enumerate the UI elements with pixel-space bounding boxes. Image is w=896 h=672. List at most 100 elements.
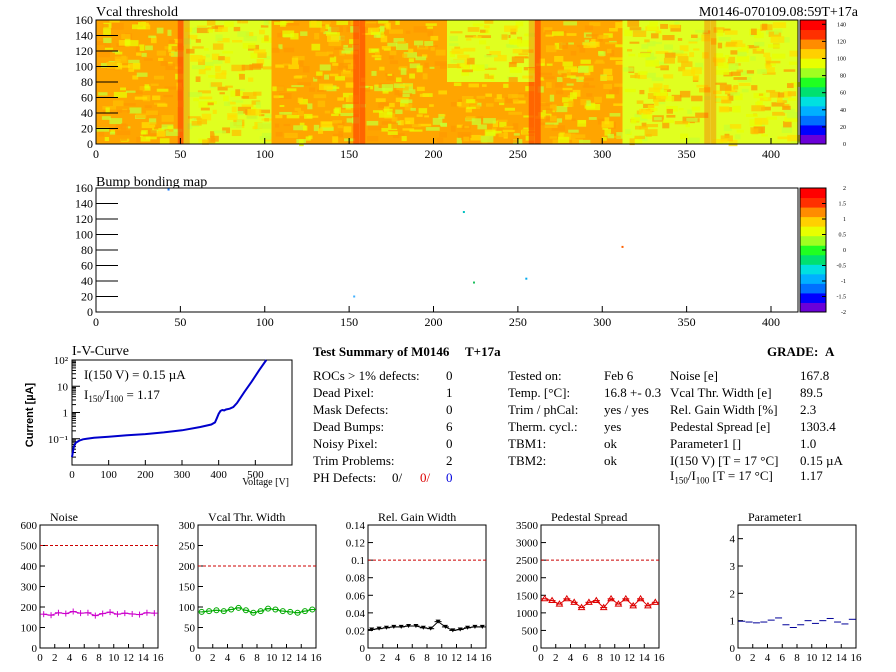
roc-ytick-label: 3 (730, 561, 736, 573)
roc-xtick-label: 8 (424, 652, 430, 664)
roc-xtick-label: 16 (481, 652, 493, 664)
vcal-xtick-label: 350 (678, 147, 696, 161)
iv-ytick-label: 1 (63, 408, 69, 420)
vcal-ytick-label: 140 (75, 29, 93, 43)
vcal-xtick-label: 0 (93, 147, 99, 161)
summary-left-label: Dead Pixel: (313, 385, 375, 400)
roc-ytick-label: 400 (21, 561, 38, 573)
summary-mid-label: Trim / phCal: (508, 402, 579, 417)
roc-xtick-label: 4 (765, 652, 771, 664)
roc-ytick-label: 200 (179, 561, 196, 573)
vcal-color-band (800, 96, 826, 107)
roc-ytick-label: 0.06 (346, 590, 366, 602)
roc-xtick-label: 12 (451, 652, 462, 664)
iv-ytick-label: 10 (57, 381, 69, 393)
roc-ytick-label: 1 (730, 616, 736, 628)
summary-right-label: I(150 V) [T = 17 °C] (670, 453, 779, 468)
vcal-color-band (800, 134, 826, 145)
roc-plot-title: Rel. Gain Width (378, 510, 456, 524)
iv-note-current: I(150 V) = 0.15 µA (84, 367, 186, 382)
summary-right-label: Parameter1 [] (670, 436, 742, 451)
roc-plot-title: Pedestal Spread (551, 510, 627, 524)
roc-ytick-label: 0 (360, 643, 366, 655)
bump-defect-point (525, 277, 528, 280)
vcal-xtick-label: 150 (340, 147, 358, 161)
vcal-map: 0 50 100 150 200 250 300 350 4000204060801001201… (75, 13, 846, 161)
roc-ytick-label: 2000 (516, 573, 539, 585)
roc-xtick-label: 16 (851, 652, 863, 664)
roc-ytick-label: 150 (179, 582, 196, 594)
bump-frame (95, 187, 799, 313)
bump-xtick-label: 300 (593, 315, 611, 329)
roc-ytick-label: 0.14 (346, 520, 366, 532)
roc-xtick-label: 16 (654, 652, 666, 664)
roc-xtick-label: 4 (225, 652, 231, 664)
roc-xtick-label: 10 (266, 652, 278, 664)
roc-xtick-label: 2 (380, 652, 386, 664)
roc-xtick-label: 8 (794, 652, 800, 664)
summary-mid-value: ok (604, 453, 617, 468)
bump-color-band (800, 197, 826, 208)
bump-defect-point (462, 211, 465, 214)
roc-ytick-label: 0.1 (351, 555, 365, 567)
roc-xtick-label: 14 (836, 652, 848, 664)
roc-xtick-label: 4 (568, 652, 574, 664)
vcal-cbar-label: 60 (840, 91, 846, 97)
roc-xtick-label: 16 (311, 652, 323, 664)
roc-ytick-label: 2500 (516, 555, 539, 567)
roc-ytick-label: 0.04 (346, 608, 366, 620)
iv-xtick-label: 0 (69, 469, 75, 481)
vcal-cbar-label: 120 (837, 39, 846, 45)
summary-left-label: Noisy Pixel: (313, 436, 378, 451)
roc-ytick-label: 4 (730, 534, 736, 546)
vcal-ytick-label: 160 (75, 13, 93, 27)
summary-mid-value: Feb 6 (604, 368, 634, 383)
bump-color-band (800, 245, 826, 256)
bump-color-band (800, 226, 826, 237)
vcal-xtick-label: 250 (509, 147, 527, 161)
iv-series-line (71, 359, 268, 458)
roc-xtick-label: 8 (597, 652, 603, 664)
roc-ytick-label: 1000 (516, 608, 539, 620)
bump-color-band (800, 283, 826, 294)
summary-right-label: Noise [e] (670, 368, 719, 383)
vcal-color-band (800, 124, 826, 135)
summary-right-value: 167.8 (800, 368, 830, 383)
vcal-ytick-label: 100 (75, 60, 93, 74)
grade-value: A (825, 344, 835, 359)
bump-xtick-label: 250 (509, 315, 527, 329)
vcal-axes: 0 50 100 150 200 250 300 350 4000204060801001201… (75, 13, 780, 161)
summary-left-value: 6 (446, 419, 453, 434)
summary-mid-label: TBM2: (508, 453, 547, 468)
roc-ytick-label: 500 (522, 625, 539, 637)
bump-xtick-label: 50 (174, 315, 186, 329)
roc-ytick-label: 100 (179, 602, 196, 614)
roc-ytick-label: 0.12 (346, 538, 365, 550)
module-tag: M0146-070109.08:59T+17a (698, 5, 858, 20)
vcal-color-band (800, 20, 826, 31)
roc-ytick-label: 2 (730, 588, 736, 600)
vcal-cbar-label: 100 (837, 56, 846, 62)
roc-ytick-label: 1500 (516, 590, 539, 602)
roc-ytick-label: 250 (179, 541, 196, 553)
iv-xtick-label: 300 (174, 469, 191, 481)
roc-xtick-label: 6 (780, 652, 786, 664)
roc-xtick-label: 14 (138, 652, 150, 664)
roc-xtick-label: 14 (639, 652, 651, 664)
roc-xtick-label: 8 (96, 652, 102, 664)
summary-right-label: Vcal Thr. Width [e] (670, 385, 772, 400)
vcal-ytick-label: 40 (81, 106, 93, 120)
bump-ytick-label: 20 (81, 290, 93, 304)
bump-ytick-label: 120 (75, 212, 93, 226)
roc-ytick-label: 600 (21, 520, 38, 532)
vcal-ytick-label: 120 (75, 44, 93, 58)
bump-color-band (800, 302, 826, 313)
bump-cbar-label: 0 (843, 248, 846, 254)
summary-mid-value: yes (604, 419, 622, 434)
bump-defect-point (353, 295, 356, 298)
roc-xtick-label: 12 (821, 652, 832, 664)
roc-ytick-label: 0 (730, 643, 736, 655)
summary-mid-label: Temp. [°C]: (508, 385, 571, 400)
summary-right-value: 1303.4 (800, 419, 836, 434)
